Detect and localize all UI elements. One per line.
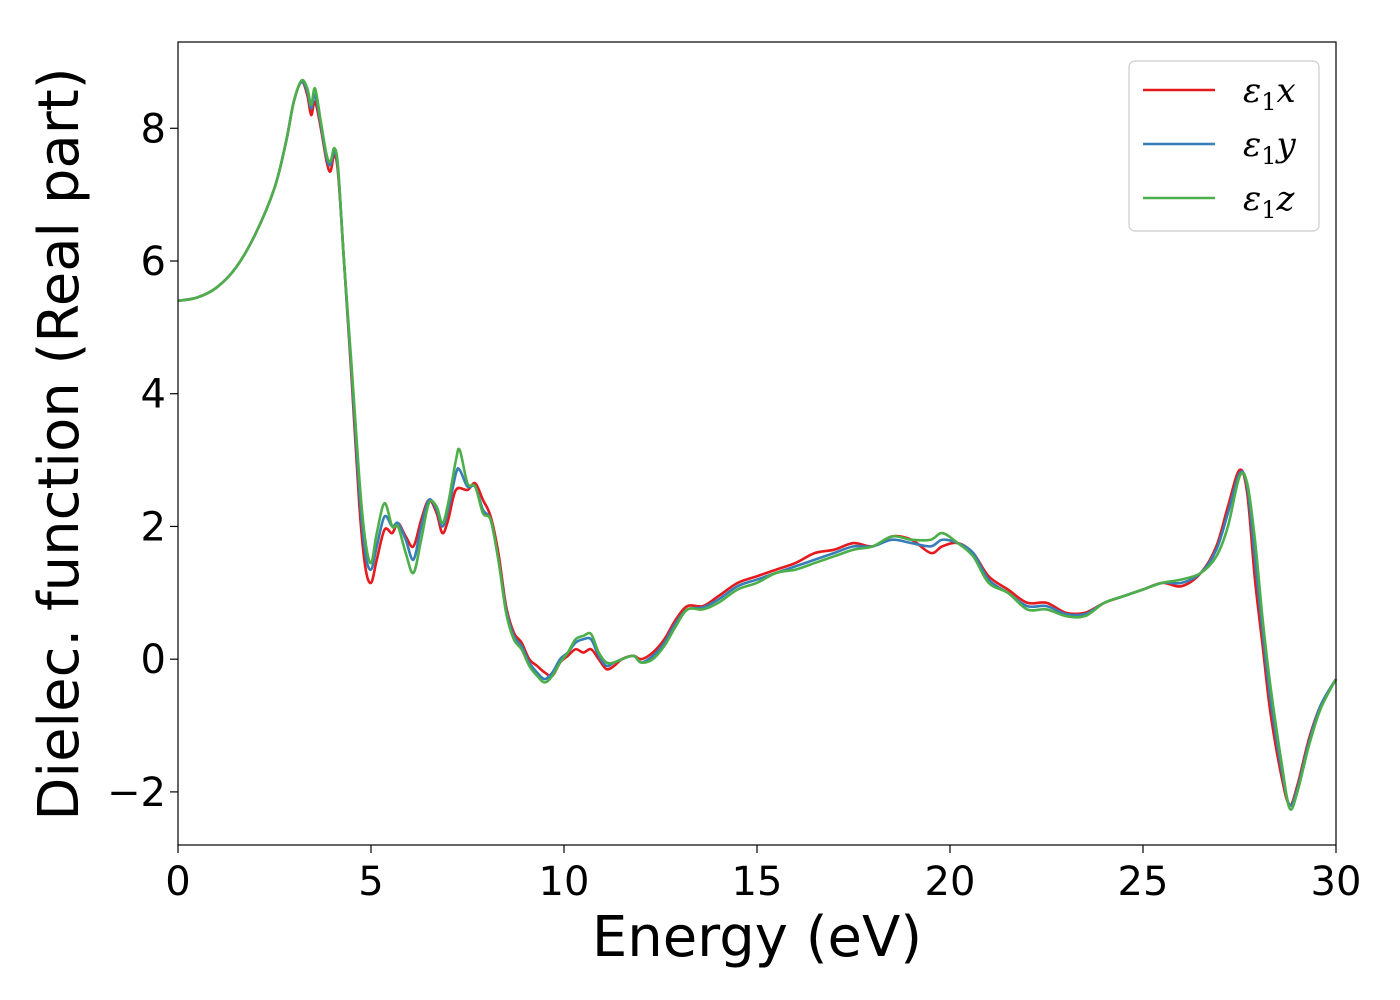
x-tick-label: 10 bbox=[539, 859, 590, 905]
series-layer bbox=[177, 78, 1338, 811]
y-tick-label: −2 bbox=[107, 770, 166, 816]
x-tick-label: 15 bbox=[732, 859, 783, 905]
y-tick-label: 6 bbox=[141, 239, 166, 285]
y-tick-label: 2 bbox=[141, 504, 166, 550]
x-axis-title: Energy (eV) bbox=[592, 905, 922, 970]
y-tick-label: 0 bbox=[141, 637, 166, 683]
x-tick-label: 0 bbox=[165, 859, 190, 905]
legend-label-y: ε1y bbox=[1243, 125, 1297, 170]
y-tick-label: 4 bbox=[141, 372, 166, 418]
series-line-z bbox=[177, 78, 1338, 811]
y-tick-label: 8 bbox=[141, 106, 166, 152]
x-tick-label: 20 bbox=[925, 859, 976, 905]
y-axis: −2 0 2 4 6 8 bbox=[107, 106, 178, 816]
legend-box bbox=[1128, 60, 1320, 232]
legend-label-z: ε1z bbox=[1243, 179, 1296, 224]
legend-label-x: ε1x bbox=[1243, 71, 1296, 116]
x-tick-label: 25 bbox=[1118, 859, 1169, 905]
y-axis-title: Dielec. function (Real part) bbox=[27, 67, 92, 820]
x-tick-label: 5 bbox=[358, 859, 383, 905]
legend: ε1x ε1y ε1z bbox=[1128, 60, 1320, 232]
x-tick-label: 30 bbox=[1311, 859, 1362, 905]
x-axis: 0 5 10 15 20 25 30 bbox=[165, 845, 1361, 905]
